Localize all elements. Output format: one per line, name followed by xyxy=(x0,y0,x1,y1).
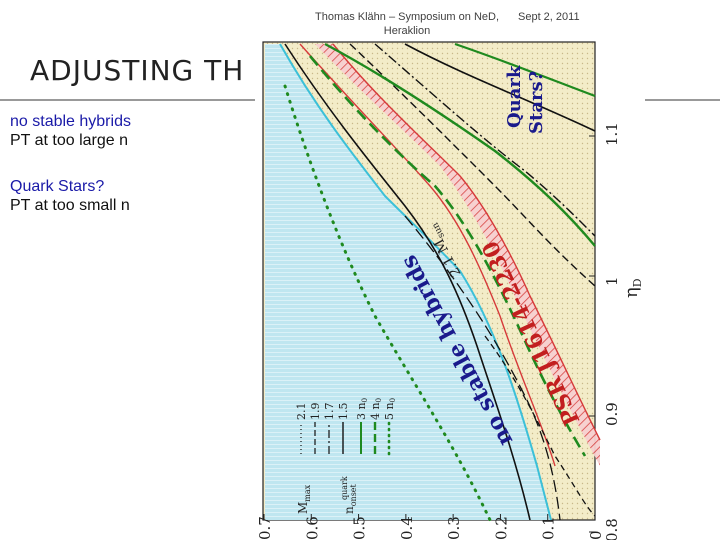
legend-mass-header: Mmax xyxy=(296,484,312,514)
x-tick-label: 1.1 xyxy=(603,122,621,146)
legend-mass-value: 2.1 xyxy=(295,403,308,421)
y-tick-label: 0.2 xyxy=(492,516,510,540)
onset-curve-solid xyxy=(324,42,596,247)
legend-n-entries: 3 n0 4 n0 5 n0 xyxy=(355,398,397,456)
mmax-curve-short-dash xyxy=(484,335,596,517)
legend-n-value: 3 n0 xyxy=(355,398,369,420)
psr-band-left-edge xyxy=(299,43,556,467)
mmax-curve-long-dash xyxy=(404,215,561,521)
y-tick-label: 0 xyxy=(587,530,605,540)
y-tick-label: 0.6 xyxy=(303,516,321,540)
y-tick-label: 0.1 xyxy=(540,516,558,540)
legend-n-value: 5 n0 xyxy=(383,398,397,420)
phase-diagram-figure: Quark Stars? no stable hybrids PSR J1614… xyxy=(255,36,645,542)
hybrid-boundary-line xyxy=(279,43,552,521)
legend-n-header-sup: quark xyxy=(340,476,349,500)
slide-title: ADJUSTING TH xyxy=(30,54,245,87)
quark-stars-label-1: Quark xyxy=(504,65,525,128)
y-tick-label: 0.4 xyxy=(398,516,416,540)
y-axis: 0.7 0.6 0.5 0.4 0.3 0.2 0.1 0 xyxy=(256,514,605,540)
header-citation-line1: Thomas Klähn – Symposium on NeD, xyxy=(314,11,500,23)
x-axis: 0.8 0.9 1 1.1 xyxy=(589,122,621,542)
y-tick-label: 0.7 xyxy=(256,516,274,540)
legend-n-header: nonset xyxy=(342,483,358,514)
note-no-stable-hybrids: no stable hybrids PT at too large n xyxy=(10,112,131,150)
legend-mass-value: 1.9 xyxy=(309,403,322,421)
y-tick-label: 0.3 xyxy=(445,516,463,540)
note-no-stable-hybrids-heading: no stable hybrids xyxy=(10,113,131,130)
phase-diagram-svg: Quark Stars? no stable hybrids PSR J1614… xyxy=(256,41,644,542)
x-tick-label: 0.8 xyxy=(603,518,621,540)
x-tick-label: 0.9 xyxy=(603,402,621,426)
onset-curve-top xyxy=(454,42,596,98)
note-quark-stars-heading: Quark Stars? xyxy=(10,178,105,195)
legend-n-value: 4 n0 xyxy=(369,398,383,420)
note-quark-stars-detail: PT at too small n xyxy=(10,197,130,214)
mmax-curve-top xyxy=(404,43,596,132)
header-citation: Thomas Klähn – Symposium on NeD, Herakli… xyxy=(292,10,522,38)
onset-curve-dashed xyxy=(308,55,587,457)
mmax-curve-dashed xyxy=(349,43,596,287)
note-no-stable-hybrids-detail: PT at too large n xyxy=(10,132,128,149)
no-stable-hybrids-region xyxy=(265,44,551,520)
legend-mass-value: 1.5 xyxy=(337,403,350,421)
y-tick-label: 0.5 xyxy=(351,516,369,540)
mmax-curve-dashdot xyxy=(374,43,596,237)
legend: Mmax nonset quark 2.1 1.9 1.7 1.5 3 n0 4… xyxy=(295,398,397,514)
note-quark-stars: Quark Stars? PT at too small n xyxy=(10,177,130,215)
x-tick-label: 1 xyxy=(603,276,621,286)
psr-band-right-edge xyxy=(332,43,601,441)
header-citation-line2: Heraklion xyxy=(383,25,431,37)
legend-mass-value: 1.7 xyxy=(323,403,336,421)
mmax-curve-solid xyxy=(284,43,531,521)
x-axis-label: ηD xyxy=(621,278,644,298)
onset-curve-dotted xyxy=(283,84,492,522)
legend-mass-entries: 2.1 1.9 1.7 1.5 xyxy=(295,403,350,454)
header-date: Sept 2, 2011 xyxy=(518,11,580,23)
quark-stars-label-2: Stars? xyxy=(526,71,547,134)
